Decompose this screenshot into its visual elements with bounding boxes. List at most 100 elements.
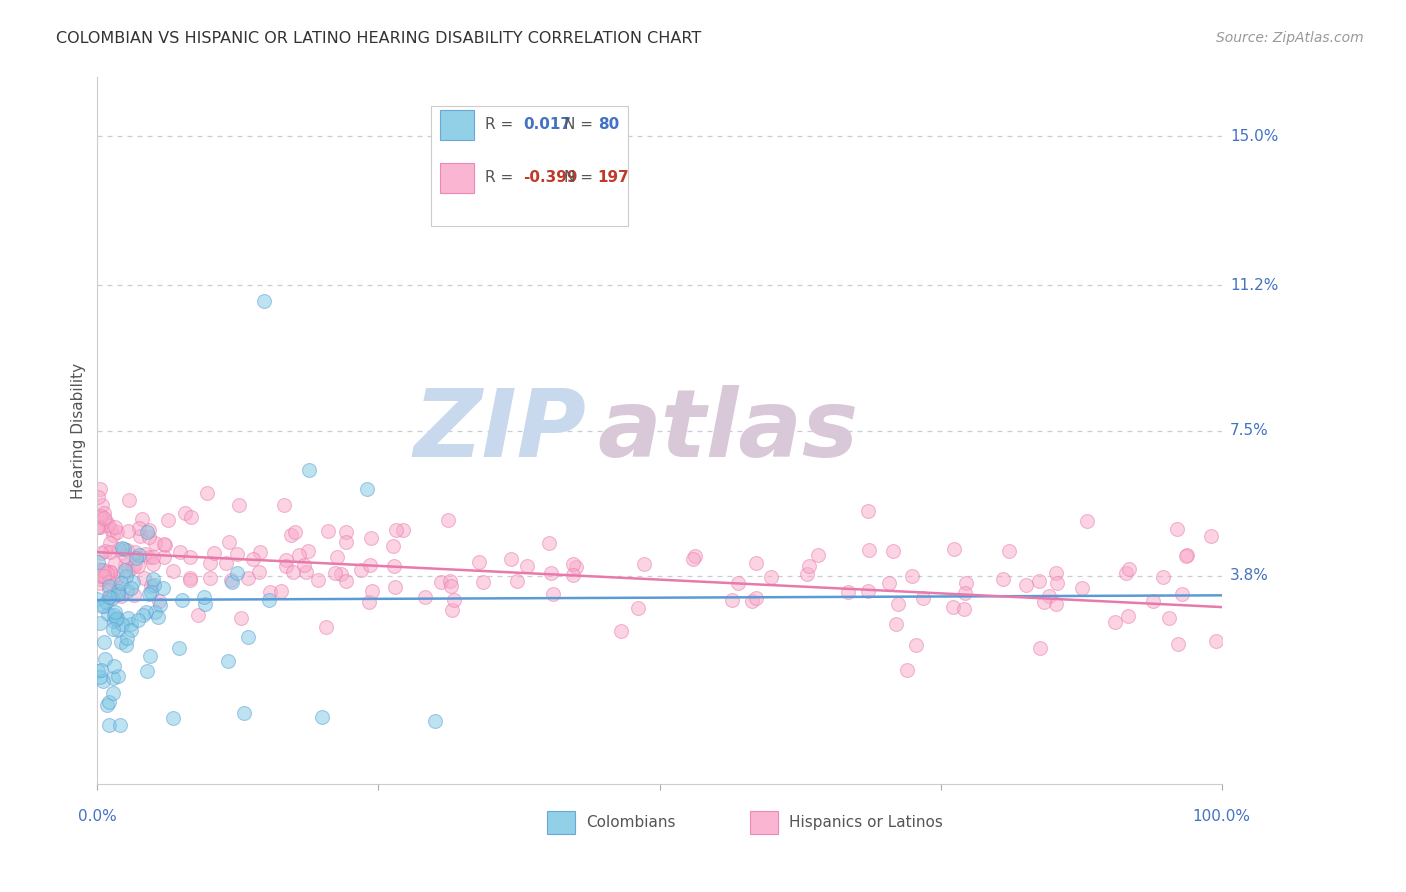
Point	[179, 550, 201, 565]
Point	[215, 556, 238, 570]
Point	[284, 524, 307, 539]
Text: 0.017: 0.017	[523, 117, 571, 132]
Point	[87, 490, 110, 504]
Point	[955, 575, 977, 590]
Point	[882, 544, 904, 558]
Point	[280, 528, 302, 542]
Point	[103, 528, 125, 542]
Point	[1142, 594, 1164, 608]
Point	[94, 544, 117, 558]
Point	[104, 556, 127, 570]
Point	[136, 525, 159, 540]
Point	[115, 638, 138, 652]
Point	[122, 588, 145, 602]
Point	[146, 609, 169, 624]
Point	[86, 592, 108, 607]
Point	[107, 587, 129, 601]
Point	[249, 544, 271, 558]
Point	[143, 536, 166, 550]
Point	[104, 520, 127, 534]
Text: R =: R =	[485, 117, 519, 132]
Point	[89, 615, 111, 630]
Point	[468, 555, 491, 569]
Point	[87, 569, 110, 583]
Point	[1046, 576, 1069, 591]
Point	[89, 483, 111, 497]
Point	[942, 599, 965, 614]
Point	[138, 529, 160, 543]
Point	[143, 578, 166, 592]
Point	[1205, 634, 1227, 648]
Point	[115, 542, 138, 557]
Text: 100.0%: 100.0%	[1192, 809, 1251, 823]
Point	[541, 587, 564, 601]
Point	[745, 556, 768, 570]
Point	[94, 652, 117, 666]
Point	[138, 523, 160, 537]
Point	[93, 599, 115, 613]
Point	[721, 593, 744, 607]
Point	[283, 565, 305, 579]
FancyBboxPatch shape	[440, 110, 474, 139]
Point	[912, 591, 935, 605]
Point	[134, 547, 156, 561]
Point	[565, 560, 588, 574]
Point	[107, 583, 129, 598]
Point	[131, 608, 153, 623]
Point	[138, 549, 160, 564]
Point	[97, 575, 120, 590]
Point	[741, 594, 763, 608]
Point	[101, 591, 124, 606]
Point	[382, 540, 405, 554]
FancyBboxPatch shape	[547, 811, 575, 834]
Point	[153, 538, 176, 552]
Point	[744, 591, 766, 605]
Point	[350, 563, 373, 577]
Point	[124, 551, 146, 566]
Point	[97, 607, 120, 621]
Point	[173, 506, 195, 520]
Point	[103, 622, 125, 636]
Point	[107, 587, 129, 601]
Point	[335, 535, 357, 549]
Point	[1070, 581, 1092, 595]
Point	[107, 541, 129, 556]
Point	[506, 574, 529, 588]
Point	[837, 585, 859, 599]
Point	[228, 498, 250, 512]
Point	[217, 654, 239, 668]
Point	[179, 571, 201, 585]
Point	[905, 638, 928, 652]
Point	[111, 541, 134, 556]
Point	[439, 574, 461, 588]
Point	[609, 624, 631, 638]
Point	[440, 579, 463, 593]
Point	[127, 613, 149, 627]
Point	[858, 584, 880, 599]
Point	[1076, 514, 1098, 528]
Point	[101, 685, 124, 699]
Point	[122, 574, 145, 589]
Point	[683, 549, 706, 564]
Point	[93, 569, 115, 583]
Point	[91, 569, 114, 583]
Point	[259, 584, 281, 599]
Point	[93, 635, 115, 649]
Point	[540, 566, 562, 581]
Point	[128, 548, 150, 562]
Point	[315, 620, 337, 634]
Point	[226, 566, 249, 580]
Point	[561, 567, 583, 582]
Point	[162, 564, 184, 578]
Point	[131, 512, 153, 526]
Point	[232, 706, 254, 720]
Point	[274, 553, 297, 567]
Point	[142, 572, 165, 586]
Point	[103, 614, 125, 628]
Point	[117, 611, 139, 625]
Point	[311, 710, 333, 724]
Point	[226, 548, 249, 562]
Point	[335, 525, 357, 540]
Point	[384, 523, 406, 537]
Point	[98, 582, 121, 597]
